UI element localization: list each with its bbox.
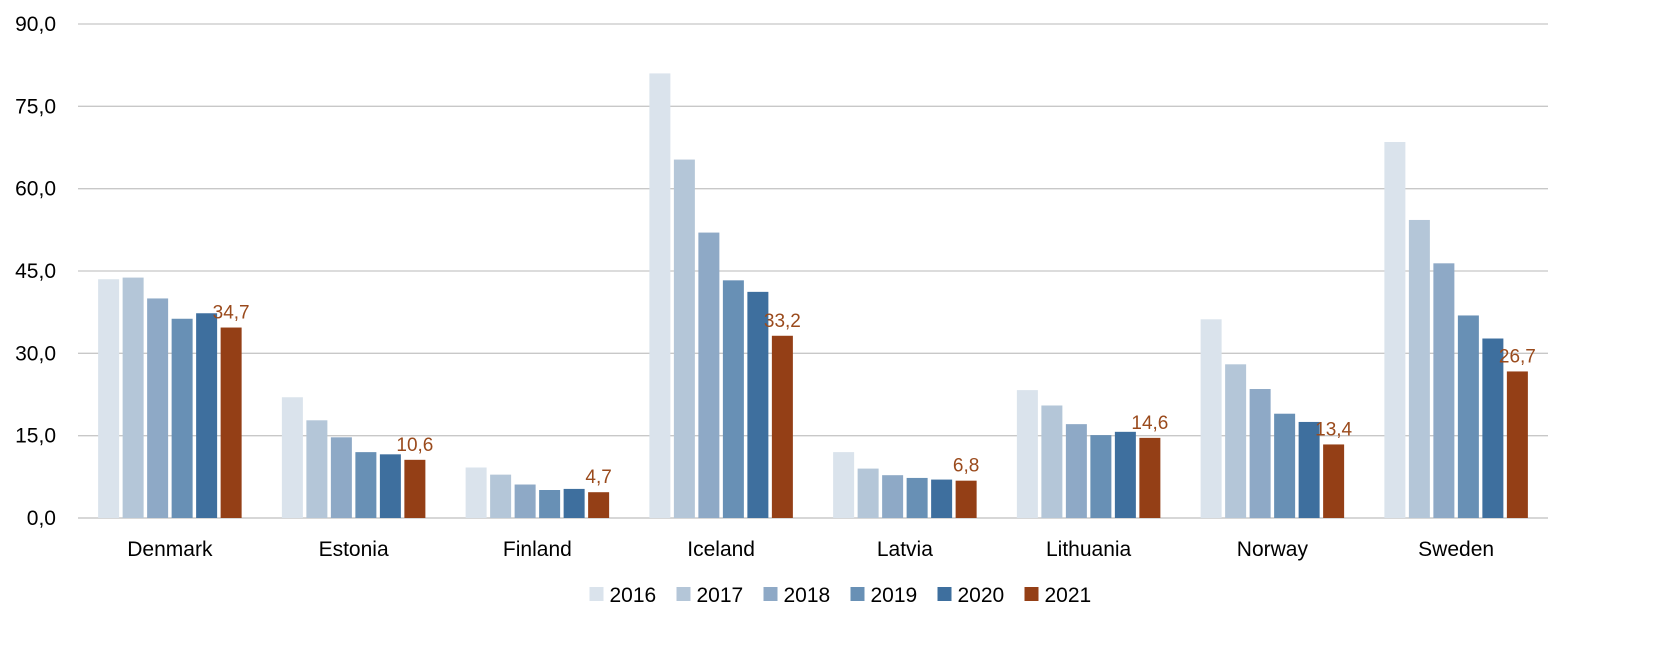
bar-lithuania-2018 [1065,424,1087,518]
bar-finland-2020 [563,488,585,518]
bar-denmark-2019 [171,318,193,518]
y-tick-label: 0,0 [27,507,56,530]
bar-lithuania-2019 [1090,435,1112,518]
bar-norway-2021 [1323,444,1345,518]
bar-norway-2017 [1225,364,1247,518]
data-label: 6,8 [953,456,979,477]
bar-latvia-2016 [833,452,855,518]
data-label: 13,4 [1315,419,1352,440]
bar-latvia-2018 [882,475,904,518]
bar-estonia-2017 [306,420,328,518]
bar-estonia-2019 [355,452,377,518]
bar-estonia-2021 [404,459,426,518]
bar-denmark-2018 [147,298,169,518]
bar-finland-2018 [514,484,536,518]
bars [98,73,1528,519]
bar-iceland-2019 [722,280,744,518]
bar-norway-2016 [1200,319,1222,518]
data-label: 26,7 [1499,346,1536,367]
y-tick-label: 90,0 [15,13,56,36]
bar-sweden-2017 [1408,219,1430,518]
bar-latvia-2020 [931,479,953,518]
category-label: Estonia [319,538,389,561]
legend-swatch [1024,587,1039,601]
bar-latvia-2021 [955,480,977,518]
legend-swatch [763,587,778,601]
bar-norway-2020 [1298,421,1320,518]
category-label: Finland [503,538,572,561]
bar-sweden-2021 [1506,371,1528,518]
bar-finland-2017 [490,474,512,518]
bar-lithuania-2016 [1016,390,1038,518]
bar-latvia-2017 [857,468,879,518]
data-label: 10,6 [396,435,433,456]
legend-swatch [589,587,604,601]
bar-latvia-2019 [906,477,928,518]
legend-label: 2020 [958,584,1005,607]
bar-lithuania-2020 [1114,431,1136,518]
bar-lithuania-2017 [1041,405,1063,518]
bar-norway-2019 [1274,413,1296,518]
bar-denmark-2017 [122,277,144,518]
bar-finland-2016 [465,467,487,518]
bar-iceland-2017 [673,159,695,518]
bar-finland-2019 [539,490,561,518]
bar-estonia-2018 [330,437,352,518]
bar-denmark-2016 [98,279,120,518]
y-tick-label: 15,0 [15,425,56,448]
category-label: Norway [1237,538,1309,561]
bar-norway-2018 [1249,389,1271,518]
legend-label: 2018 [784,584,831,607]
bar-iceland-2016 [649,73,671,519]
legend-label: 2021 [1045,584,1092,607]
bar-lithuania-2021 [1139,437,1161,518]
category-label: Sweden [1418,538,1494,561]
legend-swatch [850,587,865,601]
category-label: Iceland [687,538,755,561]
bar-sweden-2016 [1384,142,1406,518]
bar-estonia-2016 [281,397,303,518]
category-labels: Denmark Estonia Finland Iceland Latvia Lithua… [127,538,1494,561]
bar-sweden-2020 [1482,338,1504,518]
legend-label: 2016 [610,584,657,607]
legend-swatch [676,587,691,601]
bar-denmark-2020 [196,313,218,518]
legend: 2016 2017 2018 2019 2020 2021 [589,584,1092,607]
y-tick-label: 45,0 [15,260,56,283]
bar-finland-2021 [588,492,610,518]
y-axis-tick-labels: 0,0 15,0 30,0 45,0 60,0 75,0 90,0 [15,13,56,530]
category-label: Latvia [877,538,933,561]
bar-iceland-2021 [771,335,793,518]
bar-estonia-2020 [379,454,401,518]
data-labels: 34,7 10,6 4,7 33,2 6,8 14,6 13,4 26,7 [213,303,1536,489]
bar-sweden-2019 [1457,315,1479,518]
bar-sweden-2018 [1433,263,1455,518]
bar-iceland-2018 [698,232,720,519]
y-tick-label: 30,0 [15,342,56,365]
y-tick-label: 60,0 [15,178,56,201]
data-label: 33,2 [764,311,801,332]
bar-denmark-2021 [220,327,242,518]
category-label: Lithuania [1046,538,1132,561]
bar-iceland-2020 [747,291,769,518]
data-label: 14,6 [1131,413,1168,434]
legend-label: 2017 [697,584,744,607]
data-label: 4,7 [585,467,611,488]
category-label: Denmark [127,538,213,561]
data-label: 34,7 [213,303,250,324]
legend-label: 2019 [871,584,918,607]
legend-swatch [937,587,952,601]
y-tick-label: 75,0 [15,95,56,118]
